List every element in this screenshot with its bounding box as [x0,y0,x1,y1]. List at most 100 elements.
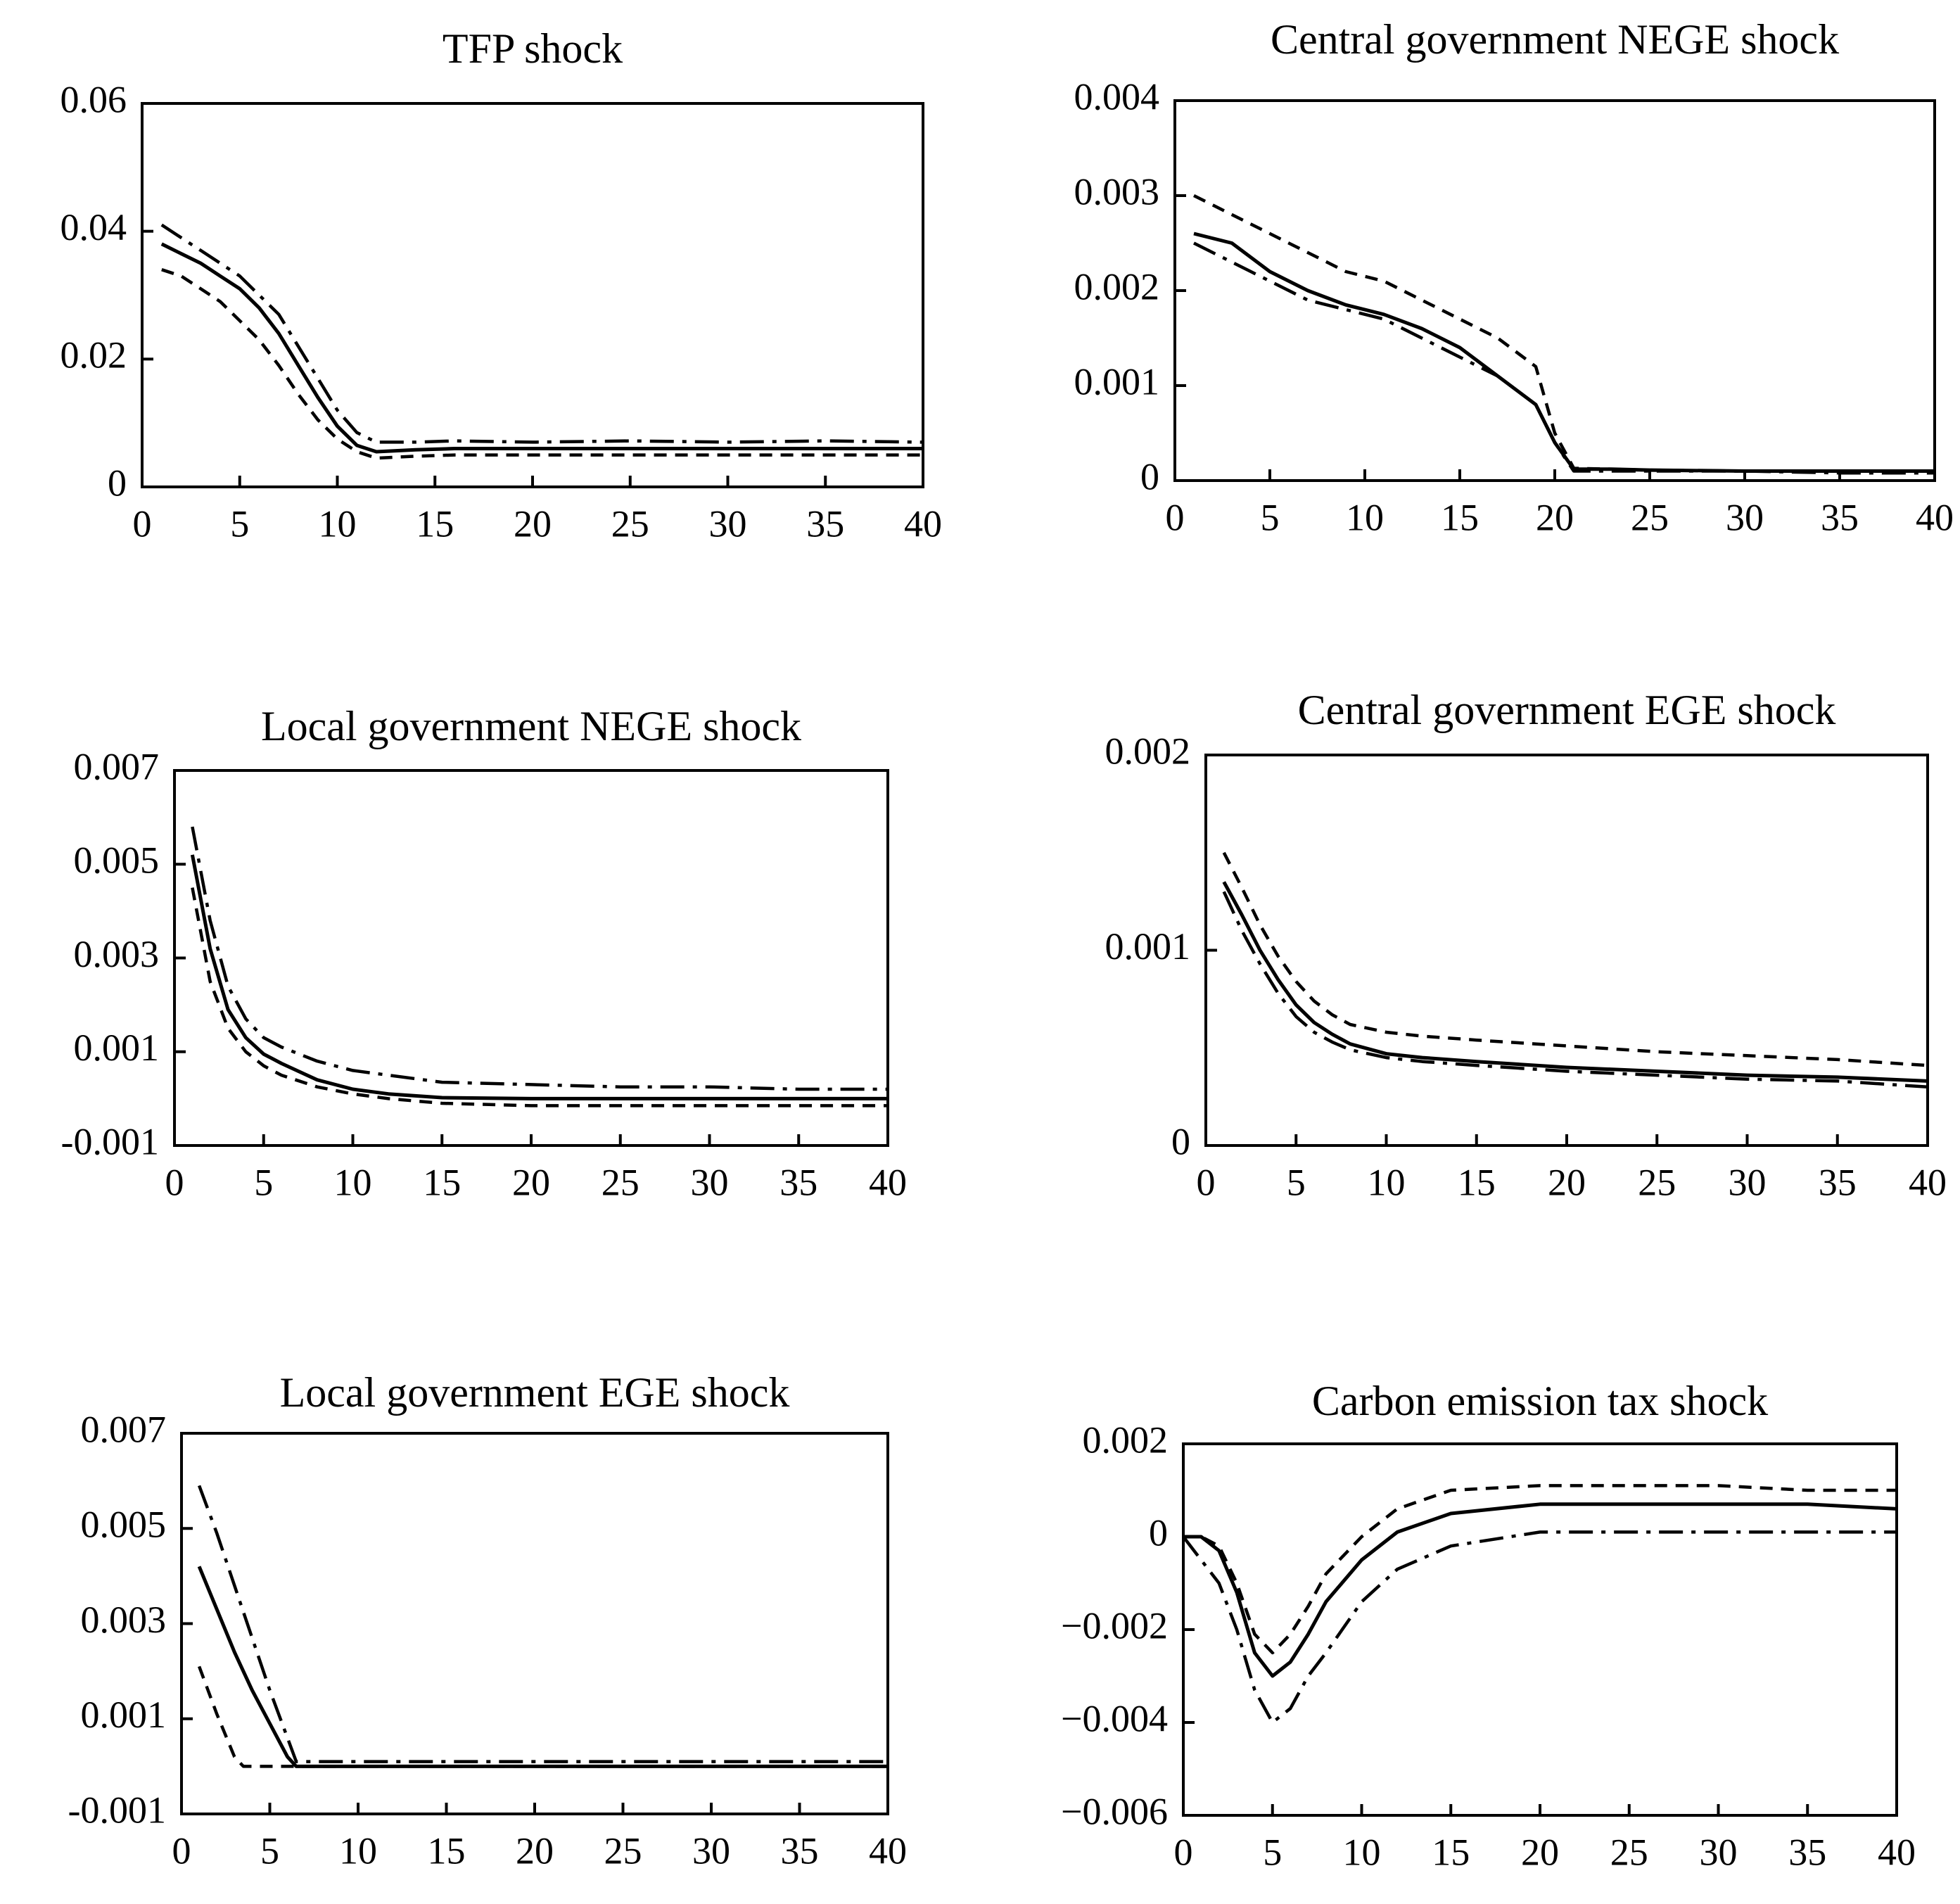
x-tick-label: 0 [172,1829,191,1872]
series-line-dashed [1222,851,1928,1067]
y-tick-label: -0.001 [61,1120,159,1162]
x-tick-label: 30 [692,1829,730,1872]
x-tick-label: 25 [602,1161,639,1203]
x-tick-label: 20 [512,1161,550,1203]
x-tick-label: 20 [516,1829,554,1872]
y-tick-label: 0.001 [1074,360,1160,402]
series-line-dashed [1183,1484,1897,1655]
y-tick-label: 0.001 [81,1694,167,1736]
series-line-solid [1183,1502,1897,1678]
x-tick-label: 40 [904,502,942,545]
x-tick-label: 0 [1166,496,1185,538]
x-tick-label: 20 [1548,1161,1586,1203]
series-line-solid [190,854,888,1100]
chart-title: Central government EGE shock [1298,687,1836,733]
series-line-dashed [191,887,888,1108]
y-tick-label: 0.02 [61,334,127,376]
series-line-solid [197,1566,888,1768]
x-tick-label: 30 [691,1161,729,1203]
x-tick-label: 0 [1197,1161,1216,1203]
x-tick-label: 35 [806,502,844,545]
x-tick-label: 25 [604,1829,642,1872]
series-line-dashdot [197,1485,888,1763]
y-tick-label: 0.004 [1074,75,1160,118]
y-tick-label: 0 [108,462,127,504]
x-tick-label: 15 [416,502,454,545]
y-tick-label: −0.006 [1061,1790,1168,1832]
x-tick-label: 15 [423,1161,461,1203]
y-tick-label: 0.003 [1074,170,1160,212]
x-tick-label: 10 [1368,1161,1406,1203]
x-tick-label: 30 [1700,1831,1738,1873]
chart-title: Central government NEGE shock [1271,16,1839,63]
y-tick-label: 0.007 [74,745,160,787]
x-tick-label: 30 [1726,496,1764,538]
y-tick-label: −0.002 [1061,1604,1168,1646]
series-line-dashdot [1183,1530,1897,1725]
chart-panel-3: Local government NEGE shock 0 5 10 15 20 25 30 3… [61,703,907,1204]
x-tick-label: 25 [611,502,649,545]
series-line-dashdot [1192,241,1935,475]
chart-panel-5: Local government EGE shock 0 5 10 15 20 25 30 35… [68,1369,907,1872]
x-tick-label: 5 [1263,1831,1282,1873]
x-tick-label: 20 [1521,1831,1559,1873]
series-line-solid [1193,231,1935,473]
x-tick-label: 5 [254,1161,273,1203]
x-tick-label: 20 [1536,496,1574,538]
y-tick-label: 0.003 [81,1599,167,1641]
x-tick-label: 35 [1788,1831,1826,1873]
plot-frame [1204,754,1929,1147]
series-line-dashed [1192,193,1935,473]
x-tick-label: 15 [1458,1161,1496,1203]
y-tick-label: 0 [1140,455,1159,497]
series-line-dashed [197,1665,888,1768]
chart-panel-4: Central government EGE shock 0 5 10 15 20 25 30… [1105,687,1947,1204]
x-tick-label: 35 [1821,496,1859,538]
series-line-dashdot [1222,891,1928,1089]
x-tick-label: 35 [779,1161,817,1203]
plot-frame [141,102,924,488]
x-tick-label: 25 [1610,1831,1648,1873]
x-tick-label: 10 [339,1829,377,1872]
x-tick-label: 40 [1878,1831,1916,1873]
y-tick-label: 0.002 [1083,1419,1169,1461]
x-tick-label: 40 [1909,1161,1947,1203]
x-tick-label: 15 [428,1829,466,1872]
chart-title: Local government NEGE shock [261,703,801,749]
x-tick-label: 15 [1432,1831,1470,1873]
x-tick-label: 10 [319,502,357,545]
x-tick-label: 35 [1819,1161,1857,1203]
series-line-solid [1222,881,1928,1083]
x-tick-label: 5 [230,502,249,545]
chart-title: Local government EGE shock [280,1369,790,1416]
series-line-dashdot [160,223,923,444]
plot-frame [173,769,889,1147]
y-tick-label: 0.001 [74,1027,160,1069]
y-tick-label: 0.002 [1074,265,1160,307]
y-tick-label: 0.005 [81,1504,167,1546]
chart-title: Carbon emission tax shock [1312,1378,1768,1424]
chart-title: TFP shock [443,25,623,72]
y-tick-label: 0 [1149,1511,1168,1554]
x-tick-label: 25 [1631,496,1669,538]
x-tick-label: 10 [1346,496,1384,538]
x-tick-label: 10 [1343,1831,1381,1873]
x-tick-label: 0 [165,1161,184,1203]
series-line-dashed [161,268,923,460]
x-tick-label: 5 [1261,496,1280,538]
x-tick-label: 40 [869,1161,907,1203]
chart-panel-1: TFP shock 0 5 10 15 20 25 30 35 40 0 0.02 0.04 0.06 [61,25,943,545]
series-line-solid [160,242,923,454]
x-tick-label: 5 [260,1829,279,1872]
y-tick-label: -0.001 [68,1789,166,1831]
x-tick-label: 0 [1174,1831,1193,1873]
y-tick-label: 0.001 [1105,925,1191,967]
plot-frame [1182,1442,1898,1817]
y-tick-label: −0.004 [1061,1697,1168,1739]
y-tick-label: 0.06 [61,78,127,120]
x-tick-label: 35 [781,1829,819,1872]
x-tick-label: 30 [709,502,747,545]
x-tick-label: 15 [1441,496,1479,538]
chart-panel-2: Central government NEGE shock 0 5 10 15 20 25 3… [1074,16,1954,539]
